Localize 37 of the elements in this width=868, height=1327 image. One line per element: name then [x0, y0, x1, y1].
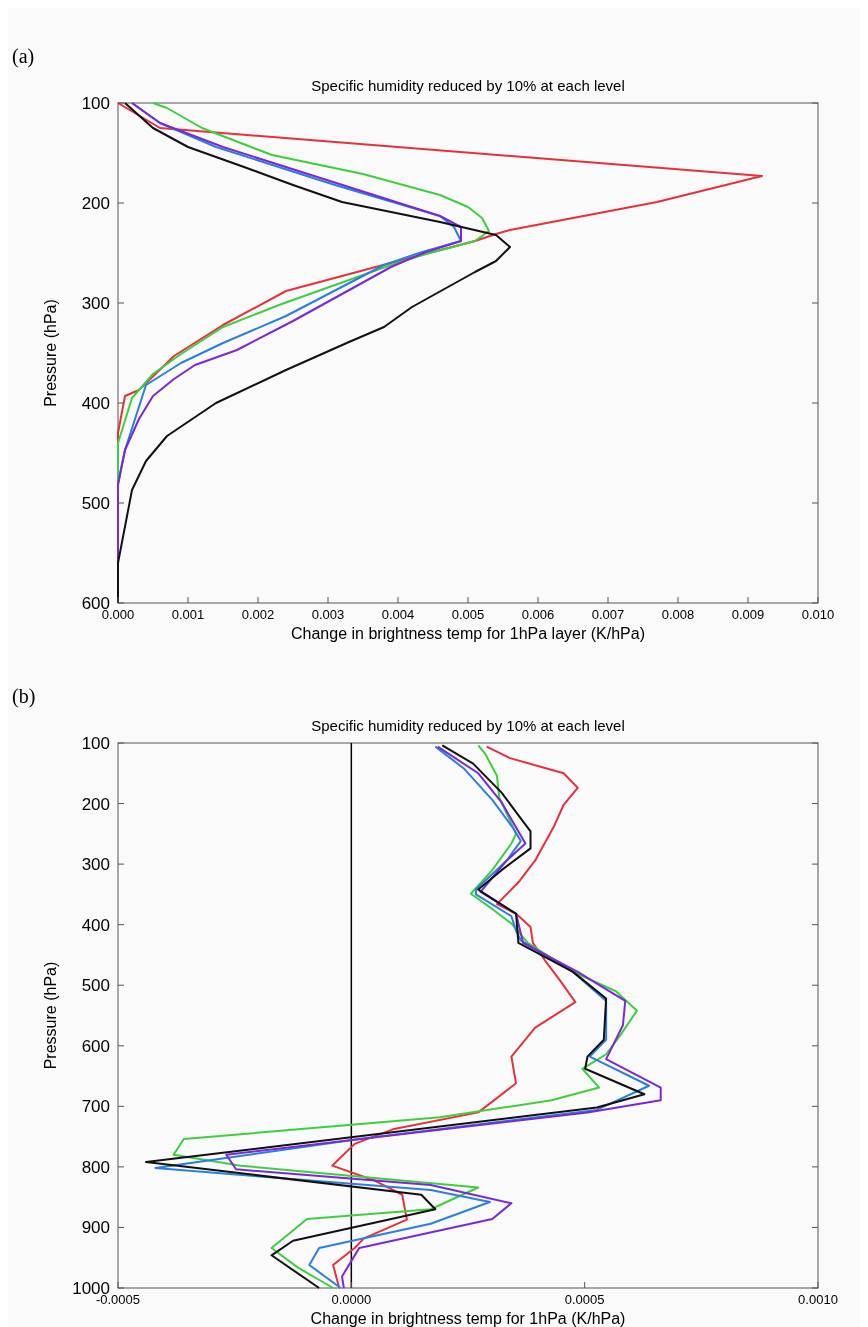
- x-tick-label: 0.007: [591, 607, 625, 622]
- x-tick-label: 0.002: [241, 607, 275, 622]
- y-tick-label: 400: [81, 915, 110, 935]
- x-tick-label: 0.008: [661, 607, 695, 622]
- x-tick-label: 0.004: [381, 607, 415, 622]
- x-axis-title: Change in brightness temp for 1hPa (K/hPa): [310, 1310, 626, 1327]
- x-tick-label: 0.005: [451, 607, 485, 622]
- y-tick-label: 400: [81, 394, 110, 413]
- text: (b): [12, 685, 36, 708]
- y-tick-label: 800: [81, 1157, 110, 1177]
- y-tick-label: 300: [81, 855, 110, 875]
- y-tick-label: 200: [81, 794, 110, 814]
- x-tick-label: 0.0000: [331, 1292, 372, 1307]
- y-tick-label: 200: [81, 194, 110, 213]
- x-tick-label: 0.009: [731, 607, 765, 622]
- line-series: [225, 745, 662, 1289]
- y-tick-label: 300: [81, 294, 110, 313]
- y-axis-title: Pressure (hPa): [42, 961, 59, 1070]
- y-tick-label: 500: [81, 494, 110, 513]
- line-series: [331, 745, 579, 1289]
- x-tick-label: 0.003: [311, 607, 345, 622]
- x-axis-title: Change in brightness temp for 1hPa layer (K/hPa): [291, 625, 645, 642]
- y-tick-label: 100: [81, 734, 110, 753]
- x-tick-label: 0.0005: [564, 1292, 605, 1307]
- chart-title: Specific humidity reduced by 10% at each level: [311, 717, 625, 734]
- y-tick-label: 700: [81, 1097, 110, 1117]
- x-tick-label: 0.0010: [798, 1292, 838, 1307]
- x-tick-label: 0.006: [521, 607, 555, 622]
- chart-title: Specific humidity reduced by 10% at each level: [311, 77, 625, 94]
- x-tick-label: 0.010: [801, 607, 835, 622]
- y-tick-label: 600: [81, 1036, 110, 1056]
- x-tick-label: 0.001: [171, 607, 205, 622]
- y-tick-label: 900: [81, 1218, 110, 1238]
- text: (a): [12, 45, 35, 68]
- y-axis-title: Pressure (hPa): [42, 299, 59, 407]
- y-tick-label: 100: [81, 94, 110, 113]
- y-tick-label: 500: [81, 976, 110, 996]
